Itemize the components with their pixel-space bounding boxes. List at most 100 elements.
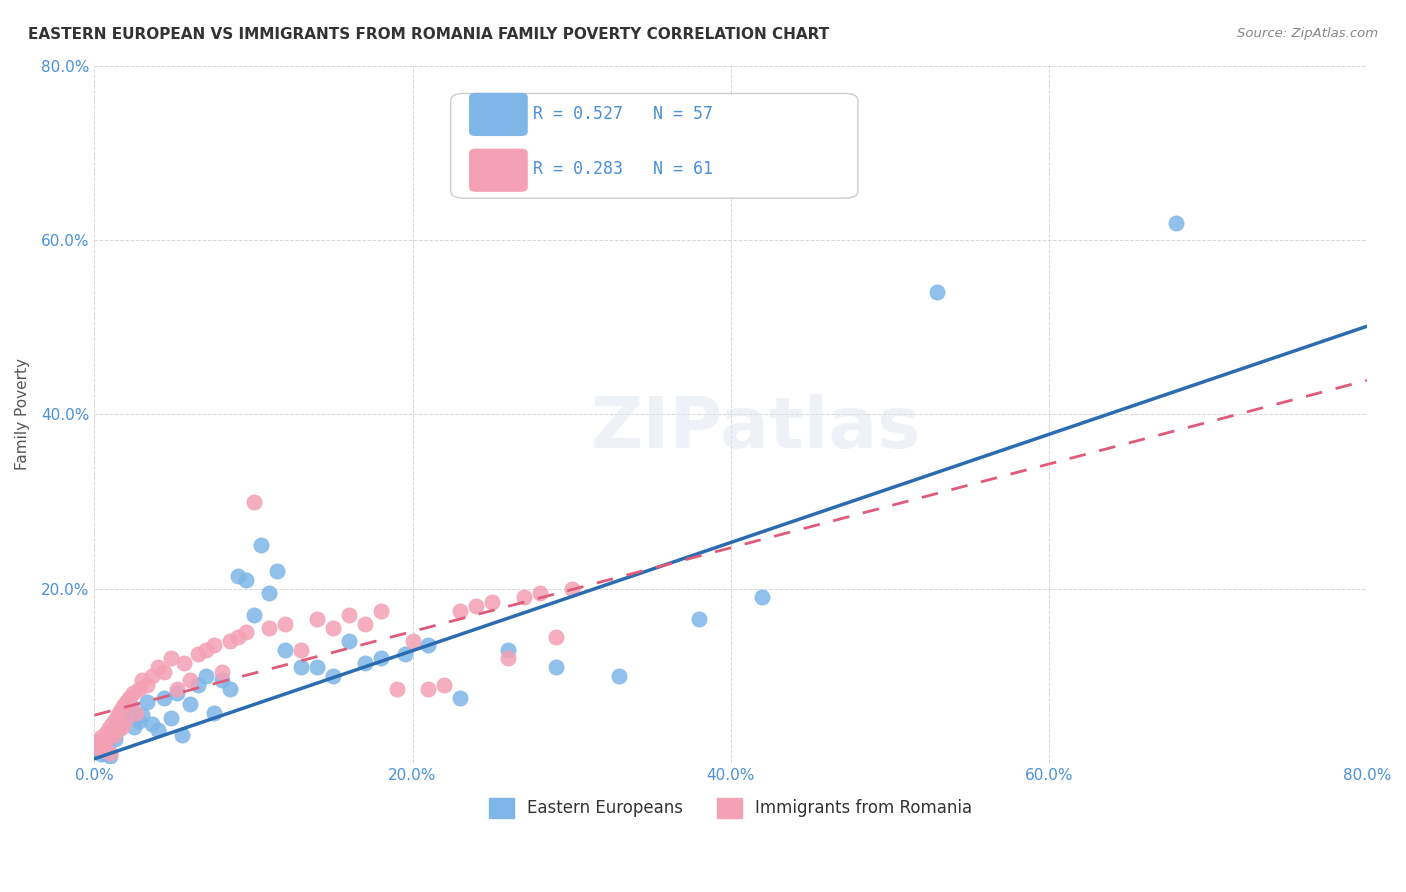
- Point: [418, 639, 440, 653]
- Point: [86, 734, 108, 748]
- Point: [136, 678, 159, 692]
- Point: [114, 714, 136, 729]
- Point: [353, 616, 375, 631]
- FancyBboxPatch shape: [451, 94, 858, 198]
- Point: [101, 717, 124, 731]
- Point: [751, 591, 773, 605]
- Point: [322, 621, 344, 635]
- Point: [94, 740, 117, 755]
- Point: [166, 686, 188, 700]
- Point: [93, 746, 115, 760]
- Point: [226, 568, 249, 582]
- Point: [90, 730, 112, 744]
- Point: [322, 669, 344, 683]
- Point: [128, 714, 150, 729]
- Point: [266, 564, 288, 578]
- Point: [91, 743, 114, 757]
- Point: [194, 669, 217, 683]
- Point: [97, 730, 120, 744]
- Point: [529, 586, 551, 600]
- Point: [103, 721, 125, 735]
- Point: [89, 740, 111, 755]
- Point: [226, 630, 249, 644]
- Point: [187, 678, 209, 692]
- Point: [86, 739, 108, 753]
- Point: [465, 599, 488, 614]
- Text: EASTERN EUROPEAN VS IMMIGRANTS FROM ROMANIA FAMILY POVERTY CORRELATION CHART: EASTERN EUROPEAN VS IMMIGRANTS FROM ROMA…: [28, 27, 830, 42]
- Point: [688, 612, 710, 626]
- Point: [496, 651, 519, 665]
- Point: [274, 642, 297, 657]
- Point: [104, 731, 127, 746]
- Point: [353, 656, 375, 670]
- Point: [146, 723, 169, 737]
- Point: [121, 686, 143, 700]
- Point: [104, 713, 127, 727]
- Point: [544, 630, 567, 644]
- Point: [561, 582, 583, 596]
- Point: [136, 695, 159, 709]
- Point: [97, 721, 120, 735]
- Point: [242, 607, 264, 622]
- Point: [114, 708, 136, 723]
- Point: [290, 642, 312, 657]
- Point: [370, 651, 392, 665]
- Point: [105, 723, 128, 737]
- Point: [107, 723, 129, 737]
- Point: [115, 695, 138, 709]
- Point: [125, 706, 148, 720]
- Point: [394, 647, 416, 661]
- Point: [218, 681, 240, 696]
- Point: [120, 699, 142, 714]
- FancyBboxPatch shape: [470, 149, 527, 191]
- Point: [187, 647, 209, 661]
- Point: [194, 642, 217, 657]
- Point: [159, 711, 181, 725]
- Point: [173, 656, 195, 670]
- Text: R = 0.283   N = 61: R = 0.283 N = 61: [533, 160, 713, 178]
- Point: [481, 595, 503, 609]
- Text: Source: ZipAtlas.com: Source: ZipAtlas.com: [1237, 27, 1378, 40]
- Point: [153, 665, 176, 679]
- Point: [179, 673, 201, 688]
- Point: [607, 669, 630, 683]
- Point: [307, 660, 329, 674]
- Point: [131, 673, 153, 688]
- Point: [179, 697, 201, 711]
- Point: [128, 681, 150, 696]
- Point: [544, 660, 567, 674]
- Point: [118, 690, 141, 705]
- Point: [122, 719, 145, 733]
- Point: [274, 616, 297, 631]
- Point: [89, 743, 111, 757]
- Point: [211, 673, 233, 688]
- Point: [242, 494, 264, 508]
- Point: [433, 678, 456, 692]
- Point: [496, 642, 519, 657]
- Point: [105, 717, 128, 731]
- Point: [259, 621, 281, 635]
- Text: ZIPatlas: ZIPatlas: [591, 393, 921, 463]
- Point: [449, 690, 471, 705]
- Point: [103, 728, 125, 742]
- Point: [370, 603, 392, 617]
- FancyBboxPatch shape: [470, 94, 527, 136]
- Point: [259, 586, 281, 600]
- Point: [218, 634, 240, 648]
- Point: [290, 660, 312, 674]
- Point: [159, 651, 181, 665]
- Point: [337, 607, 360, 622]
- Point: [110, 719, 132, 733]
- Point: [235, 573, 257, 587]
- Point: [449, 603, 471, 617]
- Point: [250, 538, 273, 552]
- Point: [202, 639, 225, 653]
- Point: [235, 625, 257, 640]
- Point: [112, 699, 135, 714]
- Point: [418, 681, 440, 696]
- Point: [84, 739, 107, 753]
- Point: [94, 725, 117, 739]
- Point: [100, 749, 122, 764]
- Point: [101, 725, 124, 739]
- Point: [141, 717, 163, 731]
